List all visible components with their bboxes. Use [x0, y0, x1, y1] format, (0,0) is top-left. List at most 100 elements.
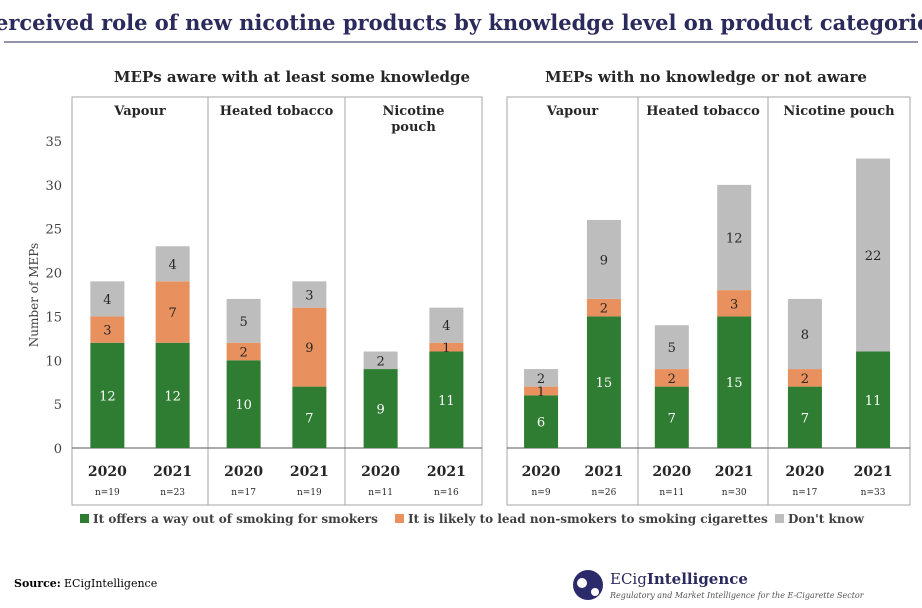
- group-label: Vapour: [546, 104, 599, 119]
- bar-segment: [524, 386, 559, 396]
- x-tick-label: 2021: [427, 464, 466, 480]
- data-label: 2: [600, 302, 608, 317]
- bar-segment: [429, 342, 464, 352]
- data-label: 8: [801, 328, 809, 343]
- x-tick-label: 2020: [652, 464, 691, 480]
- chart-title: Perceived role of new nicotine products …: [0, 10, 922, 35]
- bar-segment: [524, 395, 559, 448]
- bar-segment: [787, 386, 822, 448]
- n-label: n=30: [722, 488, 747, 498]
- n-label: n=16: [434, 488, 459, 498]
- y-tick-label: 25: [45, 223, 62, 238]
- data-label: 9: [376, 403, 384, 418]
- data-label: 2: [668, 372, 676, 387]
- bar-segment: [226, 342, 261, 361]
- n-label: n=11: [659, 488, 684, 498]
- n-label: n=17: [793, 488, 818, 498]
- n-label: n=17: [231, 488, 256, 498]
- legend-entry: It is likely to lead non-smokers to smok…: [408, 512, 768, 526]
- group-label: Nicotine: [382, 104, 444, 119]
- panel-title: MEPs aware with at least some knowledge: [114, 68, 470, 86]
- data-label: 4: [442, 319, 450, 334]
- data-label: 4: [103, 293, 111, 308]
- source-text: ECigIntelligence: [64, 577, 157, 590]
- data-label: 15: [596, 376, 613, 391]
- y-tick-label: 35: [45, 135, 62, 150]
- n-label: n=26: [592, 488, 617, 498]
- data-label: 22: [865, 249, 882, 264]
- bar-segment: [586, 298, 621, 317]
- x-tick-label: 2020: [361, 464, 400, 480]
- data-label: 3: [730, 297, 738, 312]
- x-tick-label: 2021: [153, 464, 192, 480]
- bar-segment: [654, 369, 689, 387]
- data-label: 15: [726, 376, 743, 391]
- logo-tagline: Regulatory and Market Intelligence for t…: [609, 591, 865, 600]
- x-tick-label: 2021: [290, 464, 329, 480]
- x-tick-label: 2021: [715, 464, 754, 480]
- group-label: Heated tobacco: [646, 104, 760, 119]
- bar-segment: [787, 298, 822, 370]
- data-label: 4: [168, 258, 176, 273]
- bar-segment: [155, 246, 190, 282]
- data-label: 1: [442, 341, 450, 356]
- bar-segment: [155, 342, 190, 448]
- data-label: 3: [305, 289, 313, 304]
- bar-segment: [292, 281, 327, 308]
- bar-segment: [524, 369, 559, 387]
- y-tick-label: 10: [45, 354, 62, 369]
- bar-segment: [429, 307, 464, 343]
- bar-segment: [429, 351, 464, 448]
- data-label: 5: [239, 315, 247, 330]
- x-tick-label: 2020: [522, 464, 561, 480]
- bar-segment: [90, 316, 125, 343]
- panel-frame: [71, 96, 483, 506]
- n-label: n=19: [95, 488, 120, 498]
- x-tick-label: 2021: [854, 464, 893, 480]
- panel-title: MEPs with no knowledge or not aware: [545, 68, 867, 86]
- data-label: 11: [438, 394, 455, 409]
- bar-segment: [586, 219, 621, 299]
- bar-segment: [90, 342, 125, 448]
- legend-swatch: [80, 514, 89, 523]
- legend-swatch: [775, 514, 784, 523]
- bar-segment: [226, 298, 261, 343]
- n-label: n=33: [861, 488, 886, 498]
- data-label: 6: [537, 416, 545, 431]
- data-label: 2: [239, 346, 247, 361]
- group-label: Nicotine pouch: [783, 104, 895, 119]
- data-label: 7: [668, 411, 676, 426]
- data-label: 2: [801, 372, 809, 387]
- bar-segment: [226, 360, 261, 448]
- bar-segment: [363, 369, 398, 448]
- n-label: n=11: [368, 488, 393, 498]
- data-label: 5: [668, 341, 676, 356]
- group-label: Heated tobacco: [220, 104, 334, 119]
- n-label: n=19: [297, 488, 322, 498]
- bar-segment: [856, 158, 891, 352]
- logo: ECigIntelligence Regulatory and Market I…: [573, 570, 865, 600]
- legend-swatch: [395, 514, 404, 523]
- x-tick-label: 2021: [584, 464, 623, 480]
- bar-segment: [856, 351, 891, 448]
- x-tick-label: 2020: [88, 464, 127, 480]
- bar-segment: [717, 316, 752, 448]
- group-label: pouch: [391, 120, 436, 135]
- bar-segment: [292, 307, 327, 387]
- data-label: 7: [801, 411, 809, 426]
- data-label: 2: [537, 372, 545, 387]
- bar-segment: [717, 184, 752, 291]
- data-label: 11: [865, 394, 882, 409]
- data-label: 7: [168, 306, 176, 321]
- n-label: n=9: [532, 488, 551, 498]
- data-label: 12: [164, 389, 181, 404]
- bar-segment: [654, 325, 689, 370]
- y-tick-label: 0: [54, 442, 62, 457]
- bar-segment: [787, 369, 822, 387]
- logo-name: ECigIntelligence: [610, 570, 748, 588]
- data-label: 9: [600, 253, 608, 268]
- group-label: Vapour: [113, 104, 166, 119]
- y-tick-label: 15: [45, 310, 62, 325]
